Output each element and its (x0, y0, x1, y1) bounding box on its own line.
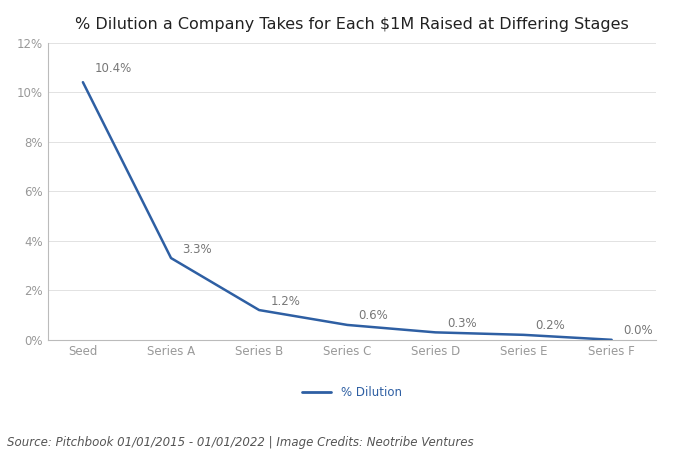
Text: Source: Pitchbook 01/01/2015 - 01/01/2022 | Image Credits: Neotribe Ventures: Source: Pitchbook 01/01/2015 - 01/01/202… (7, 436, 473, 449)
% Dilution (431, 330, 439, 335)
Text: 0.2%: 0.2% (535, 319, 565, 332)
% Dilution (608, 337, 616, 342)
Text: 10.4%: 10.4% (94, 62, 131, 75)
Line: % Dilution: % Dilution (83, 82, 612, 340)
Text: 0.3%: 0.3% (447, 317, 477, 330)
% Dilution (343, 322, 351, 328)
Text: 0.6%: 0.6% (359, 310, 388, 322)
% Dilution (167, 255, 175, 261)
% Dilution (79, 79, 87, 85)
% Dilution (520, 332, 528, 338)
% Dilution (255, 307, 264, 313)
Text: 1.2%: 1.2% (270, 295, 301, 308)
Text: 0.0%: 0.0% (623, 324, 652, 337)
Text: 3.3%: 3.3% (183, 242, 212, 256)
Title: % Dilution a Company Takes for Each $1M Raised at Differing Stages: % Dilution a Company Takes for Each $1M … (75, 17, 629, 32)
Legend: % Dilution: % Dilution (297, 381, 406, 404)
